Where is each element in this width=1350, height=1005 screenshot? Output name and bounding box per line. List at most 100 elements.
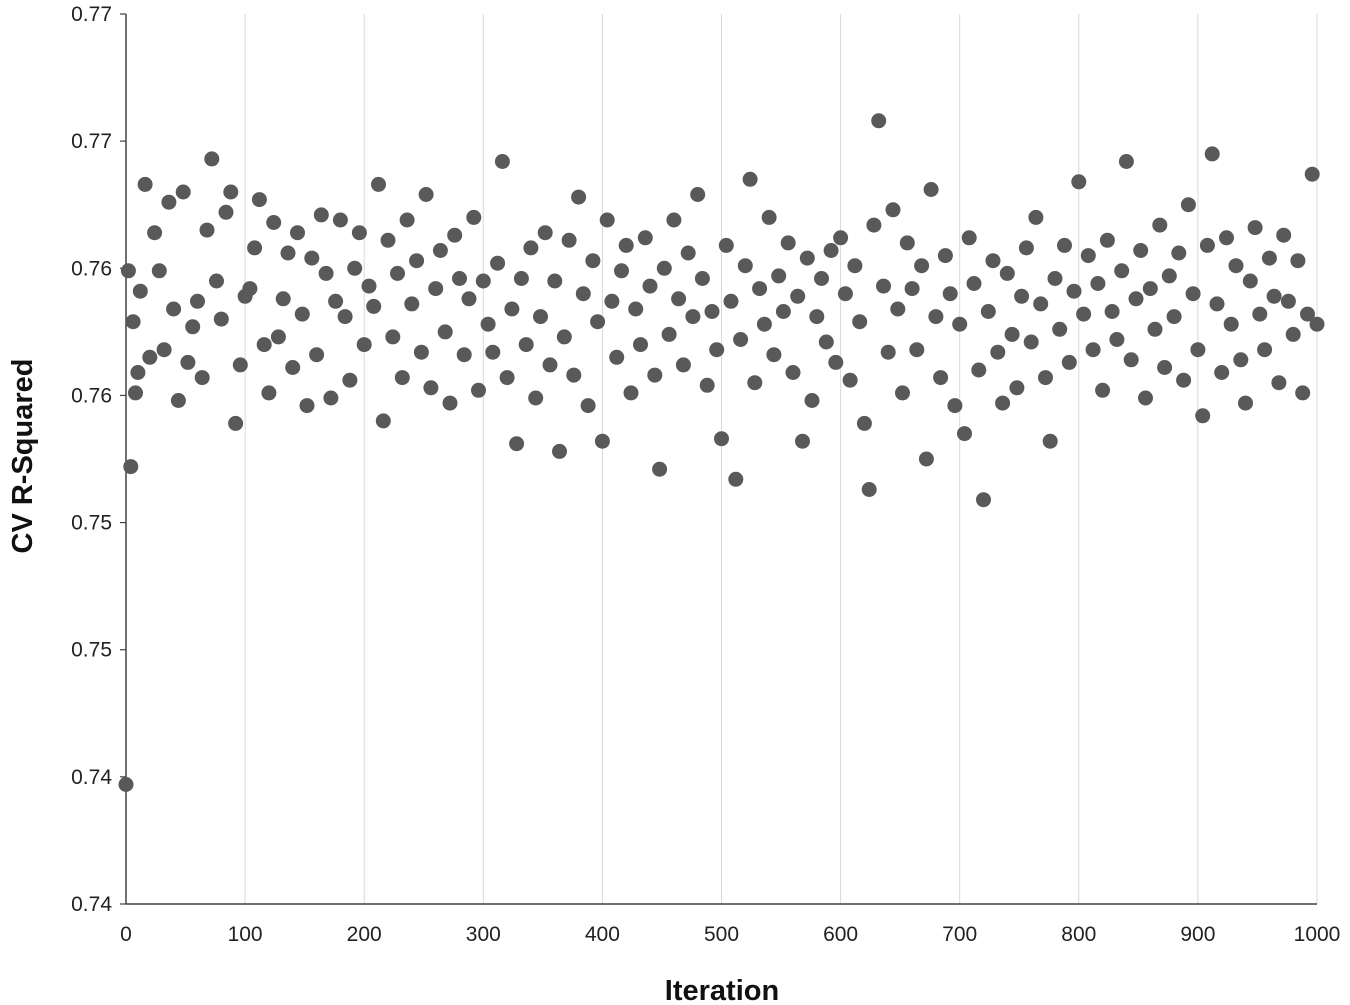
y-tick-labels: 0.74 0.74 0.75 0.75 0.76 0.76 0.77 0.77 [71,3,112,916]
data-point [1199,237,1215,253]
grid-lines [244,14,1318,904]
data-point [1052,321,1068,337]
data-point [190,293,205,309]
data-point [1285,326,1301,342]
data-point [1242,273,1258,289]
data-point [1095,382,1111,398]
data-point [199,222,215,238]
data-point [1276,227,1292,243]
data-point [852,314,868,330]
data-point [285,360,301,375]
data-point [1133,243,1149,258]
x-tick-label: 0 [120,923,132,946]
data-point [552,443,567,459]
data-point [1185,286,1201,302]
y-tick-label: 0.74 [71,766,112,789]
data-point [228,415,244,431]
data-point [409,253,425,269]
data-point [120,263,136,279]
data-point [604,293,620,309]
data-point [885,202,901,218]
data-point [709,342,725,358]
data-point [914,258,930,274]
data-point [909,342,925,358]
x-tick-labels: 0 100 200 300 400 500 600 700 800 900 1000 [120,923,1340,946]
data-point [933,370,949,386]
data-point [375,413,391,429]
data-point [418,187,434,202]
data-point [1295,385,1311,401]
data-point [537,225,553,241]
data-point [761,209,777,225]
data-point [580,398,596,414]
data-point [747,375,763,391]
y-tick-label: 0.77 [71,130,112,153]
data-point [294,306,310,322]
data-point [814,271,829,286]
data-point [1114,263,1130,279]
data-point [561,232,577,248]
data-point [504,301,520,317]
data-point [699,377,715,393]
data-point [1066,283,1082,299]
data-point [266,215,282,230]
data-point [804,393,820,408]
data-point [130,365,146,380]
data-point [528,390,544,406]
data-point [290,225,305,241]
data-point [795,433,810,449]
data-point [1109,332,1125,347]
data-point [980,304,996,319]
data-point [1085,342,1101,358]
data-point [1309,316,1325,332]
x-tick-label: 1000 [1294,923,1341,946]
data-point [428,281,444,297]
data-point [861,482,877,497]
data-point [313,207,329,223]
data-point [1142,281,1158,297]
data-point [656,260,672,276]
data-point [351,225,367,241]
data-point [1090,276,1106,291]
data-point [361,278,377,294]
data-point [1176,372,1192,388]
data-point [485,344,501,360]
data-point [966,276,982,291]
data-point [990,344,1006,360]
x-tick-label: 100 [228,923,263,946]
data-point [1071,174,1087,190]
data-point [1014,288,1030,304]
data-point [785,365,801,380]
data-point [1123,352,1139,368]
data-point [1099,232,1115,248]
data-point [1004,326,1020,342]
y-axis-title: CV R-Squared [7,359,39,554]
data-point [1061,354,1077,370]
data-point [1166,309,1182,325]
data-point [723,293,739,309]
data-point [147,225,163,241]
data-point [1266,288,1282,304]
data-point [1023,334,1039,350]
data-point [423,380,439,396]
data-point [952,316,968,332]
data-point [456,347,472,363]
data-point [170,393,186,408]
data-point [818,334,834,350]
data-point [599,212,615,228]
data-point [261,385,277,401]
data-point [309,347,325,363]
data-point [247,240,263,256]
data-point [280,245,296,261]
data-point [251,192,267,208]
data-point [380,232,396,248]
data-point [661,326,677,342]
data-point [947,398,963,414]
data-point [533,309,548,325]
data-point [394,370,410,386]
data-point [304,250,320,266]
data-point [1204,146,1220,162]
data-point [185,319,201,335]
data-point [137,176,153,192]
data-point [180,354,196,370]
